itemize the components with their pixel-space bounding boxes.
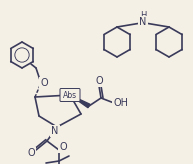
Text: Abs: Abs [63, 91, 77, 100]
Text: O: O [95, 76, 103, 86]
FancyBboxPatch shape [60, 89, 80, 102]
Text: H: H [140, 11, 146, 20]
Text: O: O [40, 78, 48, 88]
Text: N: N [51, 126, 59, 136]
Text: N: N [139, 17, 147, 27]
Text: O: O [27, 148, 35, 158]
Polygon shape [70, 95, 90, 108]
Text: O: O [59, 142, 67, 152]
Text: OH: OH [113, 98, 129, 108]
